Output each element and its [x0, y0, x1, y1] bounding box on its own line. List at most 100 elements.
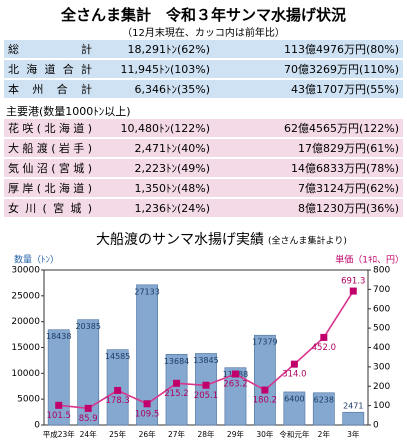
table-cell: 70億3269万円(110%): [214, 60, 403, 78]
chart-title: 大船渡のサンマ水揚げ実績: [96, 231, 264, 248]
table-cell: 6,346ﾄﾝ(35%): [96, 80, 214, 98]
line-marker: [173, 379, 181, 387]
y-tick-label: 20000: [11, 317, 40, 327]
table-row: 花咲(北海道) 10,480ﾄﾝ(122%) 62億4565万円(122%): [4, 119, 403, 137]
chart-note: (全さんま集計より): [268, 235, 347, 247]
bar-value-label: 18438: [46, 332, 71, 341]
y2-tick-label: 800: [373, 266, 390, 276]
y-axis-label: 数量（ﾄﾝ）: [14, 254, 59, 266]
bar-value-label: 2471: [343, 402, 363, 411]
line-value-label: 101.5: [47, 411, 71, 421]
y-tick-label: 30000: [11, 266, 40, 276]
x-tick-label: 29年: [227, 429, 245, 439]
bar-value-label: 6400: [284, 394, 304, 403]
bar: [195, 353, 217, 426]
bar-value-label: 17379: [252, 338, 277, 347]
ports-heading: 主要港(数量1000ﾄﾝ以上): [6, 105, 131, 118]
y2-tick-label: 400: [373, 343, 390, 353]
x-tick-label: 平成23年: [43, 429, 76, 439]
y-tick-label: 0: [34, 421, 40, 431]
line-value-label: 109.5: [135, 409, 159, 419]
x-tick-label: 25年: [109, 429, 127, 439]
x-tick-label: 30年: [256, 429, 274, 439]
line-value-label: 178.3: [105, 396, 129, 406]
y2-tick-label: 0: [373, 421, 379, 431]
bar-value-label: 14585: [105, 352, 130, 361]
line-value-label: 263.2: [223, 380, 247, 390]
table-cell: 43億1707万円(55%): [214, 80, 403, 98]
bar-value-label: 6238: [314, 395, 334, 404]
table-cell: 気仙沼(宮城): [4, 159, 96, 177]
summary-table: 総計 18,291ﾄﾝ(62%) 113億4976万円(80%) 北海道合計 11,94…: [4, 38, 403, 100]
line-value-label: 180.2: [253, 396, 277, 406]
table-cell: 大船渡(岩手): [4, 139, 96, 157]
table-cell: 女川(宮城): [4, 199, 96, 217]
table-row: 厚岸(北海道) 1,350ﾄﾝ(48%) 7億3124万円(62%): [4, 179, 403, 197]
line-marker: [114, 386, 122, 394]
table-cell: 18,291ﾄﾝ(62%): [96, 40, 214, 58]
table-cell: 113億4976万円(80%): [214, 40, 403, 58]
y-tick-label: 10000: [11, 369, 40, 379]
y2-tick-label: 100: [373, 401, 390, 411]
x-tick-label: 2年: [318, 429, 331, 439]
line-marker: [349, 287, 357, 295]
line-value-label: 452.0: [312, 343, 336, 353]
y2-tick-label: 300: [373, 362, 390, 372]
y-tick-label: 15000: [11, 343, 40, 353]
table-row: 気仙沼(宮城) 2,223ﾄﾝ(49%) 14億6833万円(78%): [4, 159, 403, 177]
x-tick-label: 28年: [197, 429, 215, 439]
y2-tick-label: 600: [373, 304, 390, 314]
bar-value-label: 27133: [134, 287, 159, 296]
line-marker: [231, 370, 239, 378]
bar: [283, 391, 306, 426]
bar: [342, 411, 365, 426]
y2-tick-label: 200: [373, 382, 390, 392]
table-cell: 本州合計: [4, 80, 96, 98]
table-row: 北海道合計 11,945ﾄﾝ(103%) 70億3269万円(110%): [4, 60, 403, 78]
table-row: 本州合計 6,346ﾄﾝ(35%) 43億1707万円(55%): [4, 80, 403, 98]
x-tick-label: 3年: [347, 429, 360, 439]
bar: [77, 319, 100, 426]
table-cell: 1,350ﾄﾝ(48%): [96, 179, 214, 197]
bar: [254, 334, 276, 426]
table-cell: 14億6833万円(78%): [214, 159, 403, 177]
subtitle: （12月末現在、カッコ内は前年比）: [122, 28, 285, 39]
table-cell: 花咲(北海道): [4, 119, 96, 137]
bar: [224, 367, 247, 426]
line-marker: [202, 381, 210, 389]
x-tick-label: 27年: [168, 429, 186, 439]
chart: 大船渡のサンマ水揚げ実績 (全さんま集計より) 数量（ﾄﾝ） 単価（1ｷﾛ、円） 0 50…: [11, 231, 404, 439]
table-cell: 17億829万円(61%): [214, 139, 403, 157]
table-cell: 2,223ﾄﾝ(49%): [96, 159, 214, 177]
table-row: 総計 18,291ﾄﾝ(62%) 113億4976万円(80%): [4, 40, 403, 58]
table-cell: 1,236ﾄﾝ(24%): [96, 199, 214, 217]
line-value-label: 205.1: [194, 391, 218, 401]
table-cell: 62億4565万円(122%): [214, 119, 403, 137]
table-cell: 8億1230万円(36%): [214, 199, 403, 217]
y-tick-label: 25000: [11, 291, 40, 301]
line-value-label: 691.3: [341, 277, 365, 287]
bar: [47, 329, 70, 426]
line-value-label: 85.9: [79, 414, 98, 424]
bar-value-label: 13845: [193, 356, 218, 365]
y2-axis-label: 単価（1ｷﾛ、円）: [335, 254, 404, 266]
bar-value-label: 20385: [75, 322, 100, 331]
line-marker: [261, 386, 269, 394]
table-cell: 2,471ﾄﾝ(40%): [96, 139, 214, 157]
line-marker: [320, 333, 328, 341]
title: 全さんま集計 令和３年サンマ水揚げ状況: [60, 6, 346, 24]
table-cell: 10,480ﾄﾝ(122%): [96, 119, 214, 137]
table-row: 大船渡(岩手) 2,471ﾄﾝ(40%) 17億829万円(61%): [4, 139, 403, 157]
y-tick-label: 5000: [17, 395, 40, 405]
bar: [136, 284, 158, 426]
table-cell: 7億3124万円(62%): [214, 179, 403, 197]
bar: [165, 353, 188, 426]
line-value-label: 314.0: [282, 370, 306, 380]
y2-tick-label: 700: [373, 285, 390, 295]
line-marker: [55, 401, 63, 409]
ports-table: 花咲(北海道) 10,480ﾄﾝ(122%) 62億4565万円(122%) 大船渡(…: [4, 117, 403, 219]
table-cell: 総計: [4, 40, 96, 58]
x-tick-label: 令和元年: [279, 429, 309, 439]
line-value-label: 215.2: [164, 389, 188, 399]
